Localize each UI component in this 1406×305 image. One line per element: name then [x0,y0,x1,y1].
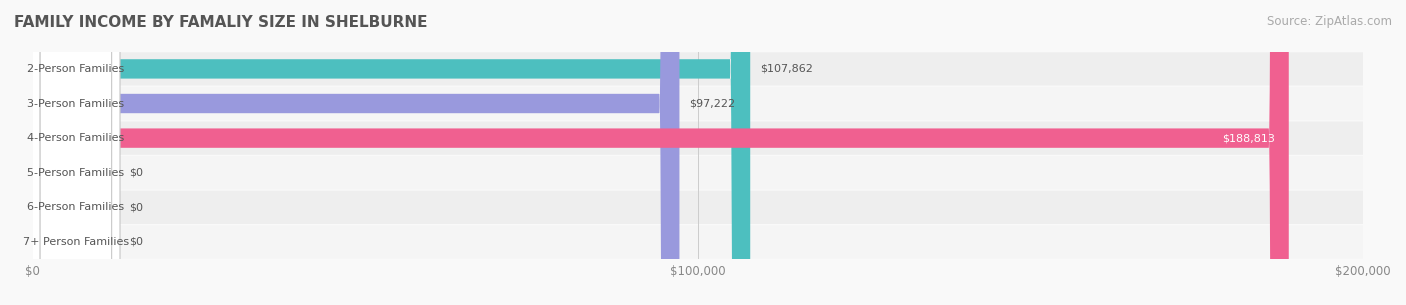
FancyBboxPatch shape [32,0,1289,305]
Text: 6-Person Families: 6-Person Families [27,202,125,212]
FancyBboxPatch shape [32,0,120,305]
Text: $0: $0 [129,168,143,178]
FancyBboxPatch shape [32,0,751,305]
Text: FAMILY INCOME BY FAMALIY SIZE IN SHELBURNE: FAMILY INCOME BY FAMALIY SIZE IN SHELBUR… [14,15,427,30]
FancyBboxPatch shape [32,0,120,305]
Text: $107,862: $107,862 [761,64,813,74]
Text: 7+ Person Families: 7+ Person Families [22,237,129,247]
Text: $0: $0 [129,202,143,212]
FancyBboxPatch shape [32,191,1364,224]
Text: Source: ZipAtlas.com: Source: ZipAtlas.com [1267,15,1392,28]
FancyBboxPatch shape [32,0,120,305]
Text: $188,813: $188,813 [1223,133,1275,143]
Text: 5-Person Families: 5-Person Families [27,168,125,178]
Text: 4-Person Families: 4-Person Families [27,133,125,143]
FancyBboxPatch shape [32,156,1364,189]
FancyBboxPatch shape [32,52,1364,85]
FancyBboxPatch shape [32,0,120,305]
FancyBboxPatch shape [32,0,120,305]
FancyBboxPatch shape [32,0,679,305]
Text: 2-Person Families: 2-Person Families [27,64,125,74]
Text: 3-Person Families: 3-Person Families [27,99,125,109]
FancyBboxPatch shape [32,0,120,305]
Text: $97,222: $97,222 [689,99,735,109]
FancyBboxPatch shape [32,87,1364,120]
FancyBboxPatch shape [32,225,1364,259]
Text: $0: $0 [129,237,143,247]
FancyBboxPatch shape [32,121,1364,155]
